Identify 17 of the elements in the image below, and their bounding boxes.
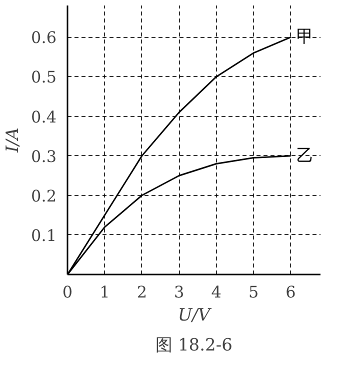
caption: 图 18.2-6 (156, 336, 232, 356)
x-tick-label: 2 (136, 282, 148, 302)
y-axis-title: I/A (3, 128, 24, 154)
x-axis-title: U/V (178, 306, 212, 326)
x-tick-label: 4 (211, 282, 222, 302)
y-tick-label: 0.1 (31, 226, 57, 245)
y-tick-label: 0.4 (31, 107, 57, 126)
y-tick-label: 0.6 (31, 28, 57, 48)
y-tick-label: 0.3 (31, 146, 57, 166)
x-tick-label: 5 (248, 282, 259, 302)
x-tick-label: 3 (174, 282, 184, 302)
y-tick-label: 0.5 (31, 68, 57, 87)
y-tick-label: 0.2 (31, 186, 57, 206)
series-label: 乙 (296, 146, 314, 166)
x-tick-label: 1 (100, 282, 110, 302)
x-tick-label: 6 (286, 282, 296, 302)
x-tick-label: 0 (62, 282, 73, 302)
